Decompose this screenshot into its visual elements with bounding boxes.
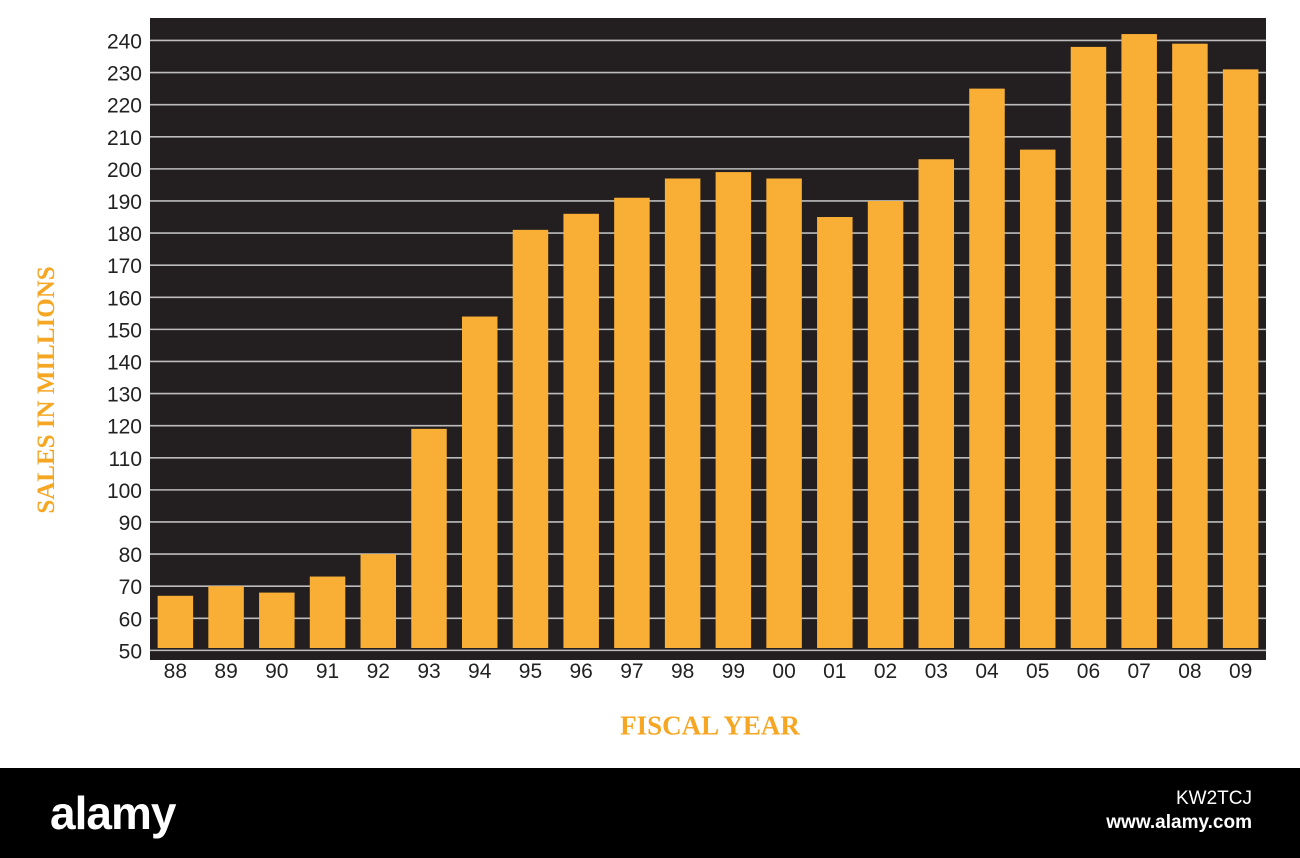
bar <box>1172 43 1208 649</box>
bar-chart: 50 60 70 80 90 100 110 120 130 140 150 160 170 180 190… <box>107 18 1266 683</box>
bar <box>411 428 447 648</box>
x-tick-label: 89 <box>214 660 237 683</box>
chart-area: 50 60 70 80 90 100 110 120 130 140 150 160 170 180 190… <box>33 18 1266 741</box>
bar <box>1222 69 1259 649</box>
x-tick-label: 01 <box>823 660 846 683</box>
x-tick-label: 02 <box>874 660 897 683</box>
x-tick-label: 98 <box>671 660 694 683</box>
bar <box>309 576 346 648</box>
x-tick-label: 90 <box>265 660 288 683</box>
x-tick-label: 99 <box>722 660 745 683</box>
x-tick-label: 92 <box>367 660 390 683</box>
x-tick-label: 95 <box>519 660 542 683</box>
y-tick-label: 150 <box>107 319 142 342</box>
y-tick-label: 70 <box>119 576 142 599</box>
y-tick-label: 160 <box>107 287 142 310</box>
bar <box>461 316 498 648</box>
bar <box>1070 46 1107 648</box>
y-axis-label: SALES IN MILLIONS <box>33 266 60 514</box>
bar <box>1121 34 1157 649</box>
bar <box>664 178 701 648</box>
bar <box>969 88 1005 649</box>
bar <box>512 229 549 649</box>
y-tick-label: 130 <box>107 384 142 407</box>
y-tick-label: 110 <box>109 448 142 471</box>
x-tick-label: 08 <box>1178 660 1201 683</box>
x-tick-label: 93 <box>417 660 440 683</box>
bar <box>259 592 295 648</box>
bar <box>766 178 802 648</box>
site-url: www.alamy.com <box>1106 812 1252 833</box>
y-tick-label: 190 <box>107 191 142 214</box>
bar <box>614 197 650 648</box>
bar <box>715 172 752 648</box>
bar <box>817 217 853 648</box>
x-tick-label: 04 <box>975 660 999 683</box>
y-tick-label: 230 <box>107 63 142 86</box>
bar <box>918 159 955 649</box>
x-tick-label: 07 <box>1128 660 1151 683</box>
y-tick-label: 170 <box>107 255 142 278</box>
bar <box>1019 149 1056 649</box>
y-tick-label: 210 <box>107 127 142 150</box>
y-tick-label: 50 <box>119 640 142 663</box>
bar <box>563 213 599 648</box>
y-tick-label: 240 <box>107 30 142 53</box>
bar <box>208 586 244 648</box>
x-tick-label: 88 <box>164 660 187 683</box>
bar <box>360 554 397 648</box>
y-tick-label: 90 <box>119 512 142 535</box>
x-tick-label: 09 <box>1229 660 1252 683</box>
x-tick-label: 00 <box>772 660 795 683</box>
x-axis-label: FISCAL YEAR <box>620 710 800 741</box>
x-tick-label: 96 <box>570 660 593 683</box>
x-tick-label: 03 <box>925 660 948 683</box>
y-tick-label: 100 <box>107 480 142 503</box>
y-tick-label: 120 <box>107 416 142 439</box>
y-tick-label: 220 <box>107 95 142 118</box>
bar <box>157 595 194 648</box>
x-tick-label: 91 <box>316 660 339 683</box>
watermark-footer: alamy KW2TCJ www.alamy.com <box>0 768 1300 858</box>
image-code: KW2TCJ <box>1176 788 1252 809</box>
y-tick-label: 80 <box>119 544 142 567</box>
x-tick-label: 94 <box>468 660 492 683</box>
bar <box>867 200 904 648</box>
x-tick-label: 06 <box>1077 660 1100 683</box>
alamy-logo: alamy <box>50 787 176 839</box>
y-tick-label: 140 <box>107 351 142 374</box>
y-tick-label: 60 <box>119 608 142 631</box>
y-tick-label: 180 <box>107 223 142 246</box>
y-tick-label: 200 <box>107 159 142 182</box>
x-tick-label: 97 <box>620 660 643 683</box>
x-tick-label: 05 <box>1026 660 1049 683</box>
